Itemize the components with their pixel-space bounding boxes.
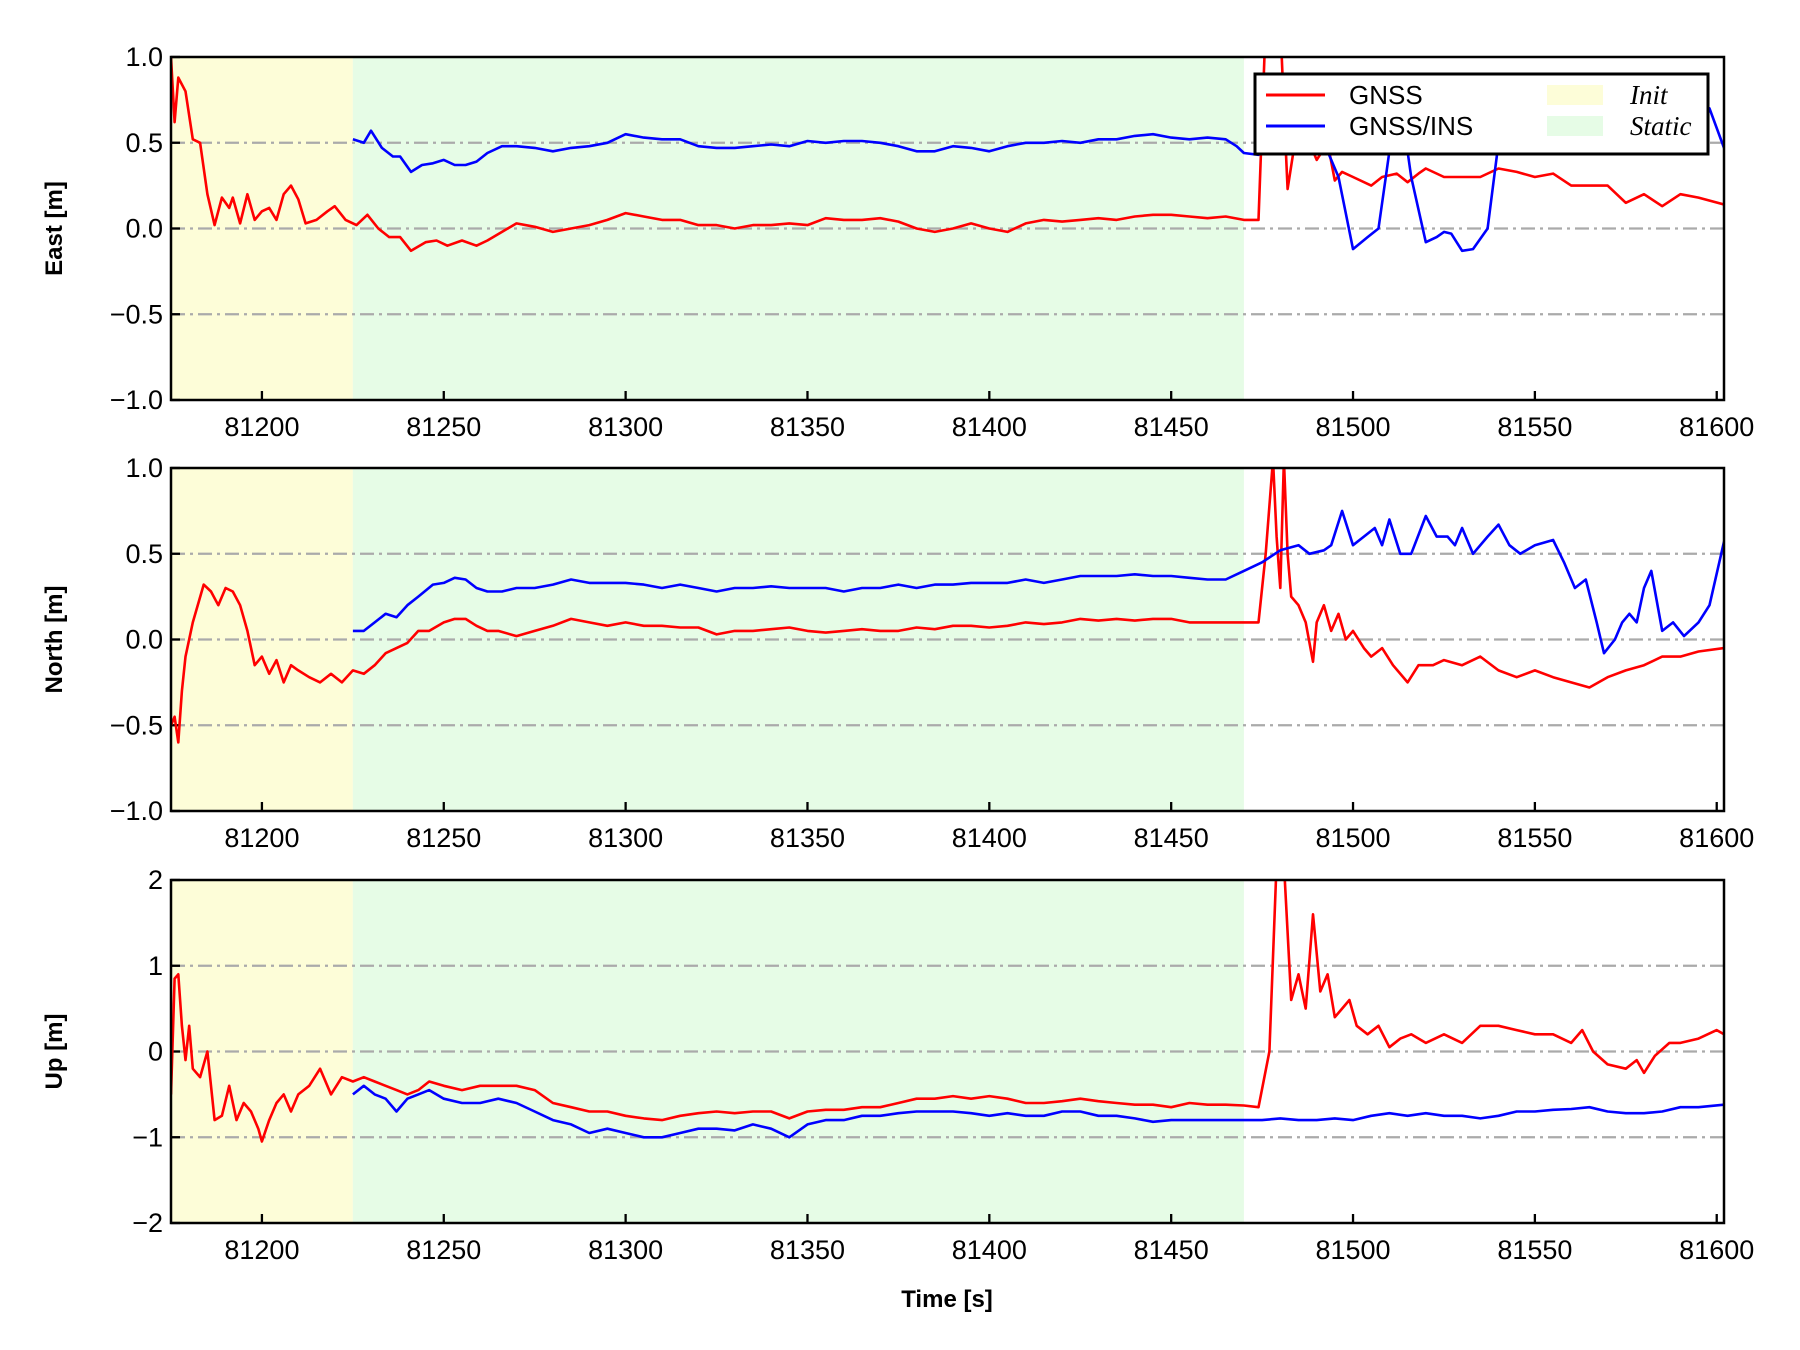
x-tick-label: 81550: [1497, 412, 1572, 442]
y-axis-label: East [m]: [41, 181, 68, 276]
series-gnss-ins-line: [352, 1084, 1724, 1139]
x-tick-label: 81250: [406, 823, 481, 853]
x-tick-label: 81250: [406, 412, 481, 442]
x-tick-label: 81350: [770, 412, 845, 442]
y-tick-label: −0.5: [110, 299, 163, 329]
y-tick-label: 0.5: [125, 539, 163, 569]
y-tick-label: −0.5: [110, 710, 163, 740]
series-gnss-line: [171, 880, 1724, 1143]
x-tick-label: 81450: [1134, 412, 1209, 442]
x-tick-label: 81200: [224, 412, 299, 442]
series-gnss-line: [171, 57, 1724, 253]
axes-frame: [169, 55, 1726, 402]
legend-gnss-label: GNSS: [1349, 80, 1423, 110]
x-axis-label: Time [s]: [901, 1286, 993, 1313]
y-axis-label: North [m]: [41, 586, 68, 694]
axes-frame: [169, 878, 1726, 1225]
series-gnss-ins-line: [352, 509, 1724, 655]
x-tick-label: 81400: [952, 1235, 1027, 1265]
legend: GNSS GNSS/INS Init Static: [1253, 72, 1710, 156]
legend-static-swatch: [1547, 116, 1603, 136]
x-tick-label: 81500: [1315, 1235, 1390, 1265]
x-tick-label: 81300: [588, 412, 663, 442]
x-tick-label: 81250: [406, 1235, 481, 1265]
legend-static-label: Static: [1630, 111, 1692, 141]
axes-frame: [169, 466, 1726, 813]
panel-up: −2 −1 0 1 2 81200 81250 81300 81350 81400 81450 815…: [41, 865, 1754, 1265]
x-tick-label: 81200: [224, 1235, 299, 1265]
x-tick-label: 81200: [224, 823, 299, 853]
y-tick-label: 2: [148, 865, 163, 895]
panel-north: −1.0 −0.5 0.0 0.5 1.0 81200 81250 81300 81350 814…: [41, 453, 1754, 853]
x-tick-label: 81450: [1134, 1235, 1209, 1265]
x-tick-label: 81600: [1679, 1235, 1754, 1265]
x-tick-label: 81450: [1134, 823, 1209, 853]
y-tick-label: −1: [132, 1122, 163, 1152]
y-tick-label: 0.5: [125, 128, 163, 158]
panel-east: −1.0 −0.5 0.0 0.5 1.0 81200 81250 81300 81350 814…: [41, 42, 1754, 442]
y-tick-label: −2: [132, 1208, 163, 1238]
y-tick-label: 1.0: [125, 42, 163, 72]
x-tick-label: 81400: [952, 823, 1027, 853]
y-tick-label: 0.0: [125, 625, 163, 655]
x-tick-label: 81550: [1497, 823, 1572, 853]
x-tick-label: 81500: [1315, 823, 1390, 853]
y-tick-label: 1: [148, 951, 163, 981]
x-tick-label: 81500: [1315, 412, 1390, 442]
x-tick-label: 81350: [770, 823, 845, 853]
x-tick-label: 81600: [1679, 412, 1754, 442]
x-tick-label: 81550: [1497, 1235, 1572, 1265]
legend-init-label: Init: [1629, 80, 1669, 110]
legend-init-swatch: [1547, 85, 1603, 105]
x-tick-label: 81300: [588, 823, 663, 853]
x-tick-label: 81600: [1679, 823, 1754, 853]
x-tick-label: 81400: [952, 412, 1027, 442]
y-tick-label: 1.0: [125, 453, 163, 483]
series-gnss-line: [171, 468, 1724, 744]
y-tick-label: −1.0: [110, 385, 163, 415]
y-axis-label: Up [m]: [41, 1014, 68, 1090]
y-tick-label: 0: [148, 1037, 163, 1067]
x-tick-label: 81350: [770, 1235, 845, 1265]
legend-gnss-ins-label: GNSS/INS: [1349, 111, 1473, 141]
y-tick-label: −1.0: [110, 796, 163, 826]
x-tick-label: 81300: [588, 1235, 663, 1265]
y-tick-label: 0.0: [125, 214, 163, 244]
